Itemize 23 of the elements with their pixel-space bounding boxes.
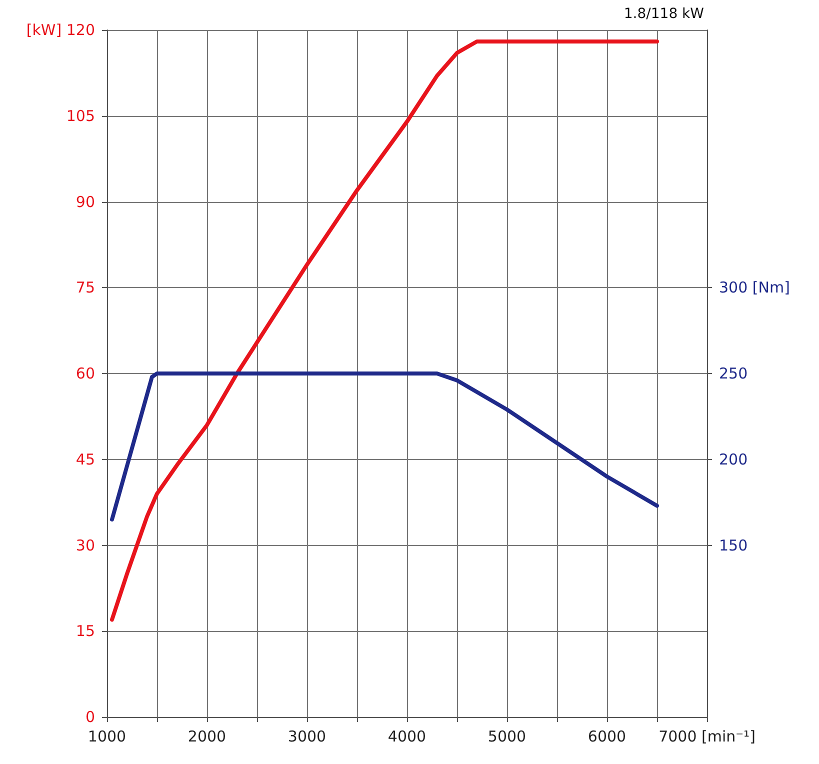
x-tick-label: 2000 <box>188 728 226 746</box>
y-tick-label: 60 <box>76 364 95 382</box>
y-tick-label: 75 <box>76 278 95 297</box>
line-series <box>110 39 659 622</box>
y-tick-label: 0 <box>85 708 95 726</box>
y-tick-label: 45 <box>76 450 95 468</box>
x-tick-label: 5000 <box>488 728 526 746</box>
y-tick-label: 90 <box>76 192 95 211</box>
y2-tick-label: 150 <box>719 536 748 554</box>
x-tick-label: 4000 <box>388 728 426 746</box>
chart-title: 1.8/118 kW <box>624 6 704 22</box>
y-tick-label: 15 <box>76 622 95 640</box>
x-tick-label: 1000 <box>88 728 126 746</box>
x-tick-label: 3000 <box>288 728 326 746</box>
y2-tick-label: 250 <box>719 364 748 382</box>
line-series <box>110 372 659 522</box>
y-tick-label: [kW] 120 <box>26 21 95 39</box>
y-tick-label: 105 <box>66 106 95 125</box>
y-tick-label: 30 <box>76 536 95 554</box>
x-tick-label: 7000 [min⁻¹] <box>658 728 756 746</box>
y2-tick-label: 200 <box>719 450 748 468</box>
x-tick-label: 6000 <box>588 728 626 746</box>
y2-tick-label: 300 [Nm] <box>719 278 790 297</box>
